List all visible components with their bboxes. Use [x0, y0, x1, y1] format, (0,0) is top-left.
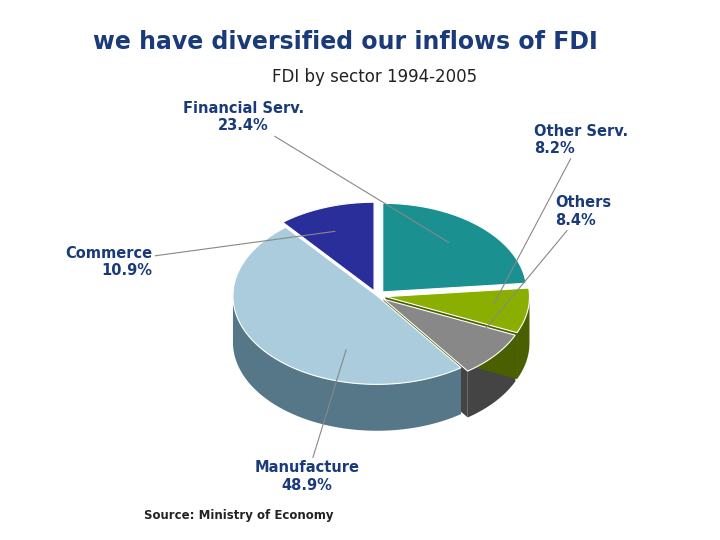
Polygon shape: [385, 296, 517, 379]
Polygon shape: [233, 227, 461, 384]
Polygon shape: [384, 299, 516, 382]
Polygon shape: [517, 297, 529, 379]
Polygon shape: [233, 298, 461, 431]
Polygon shape: [283, 202, 374, 291]
Text: Source: Ministry of Economy: Source: Ministry of Economy: [144, 509, 333, 522]
Polygon shape: [377, 296, 461, 414]
Polygon shape: [468, 335, 516, 417]
Text: Financial Serv.
23.4%: Financial Serv. 23.4%: [183, 101, 449, 242]
Polygon shape: [385, 288, 529, 333]
Text: FDI by sector 1994-2005: FDI by sector 1994-2005: [272, 68, 477, 85]
Text: we have diversified our inflows of FDI: we have diversified our inflows of FDI: [93, 30, 598, 53]
Polygon shape: [384, 299, 468, 417]
Polygon shape: [384, 299, 516, 371]
Text: Manufacture
48.9%: Manufacture 48.9%: [255, 350, 359, 492]
Polygon shape: [383, 204, 526, 292]
Text: Others
8.4%: Others 8.4%: [476, 195, 611, 341]
Text: Other Serv.
8.2%: Other Serv. 8.2%: [494, 124, 628, 303]
Text: Commerce
10.9%: Commerce 10.9%: [66, 231, 335, 278]
